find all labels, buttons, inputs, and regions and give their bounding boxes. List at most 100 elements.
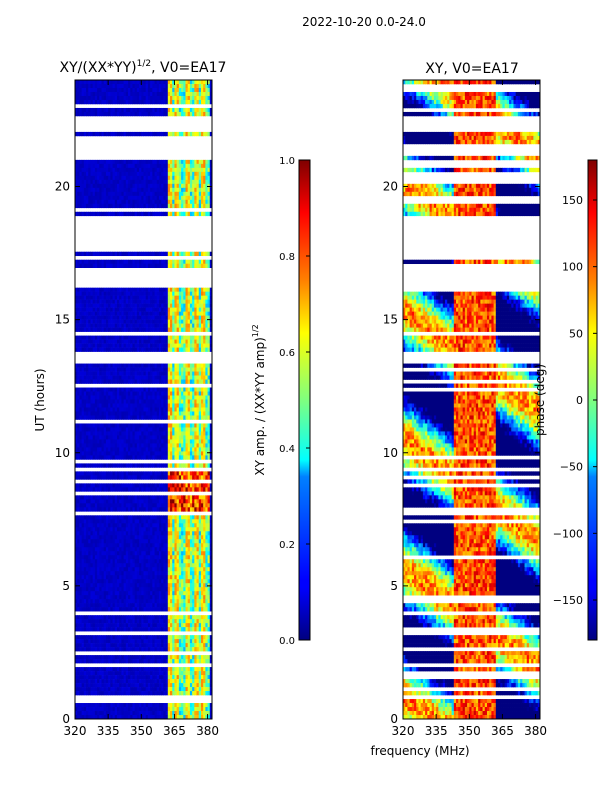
- heatmap-cell: [121, 91, 125, 97]
- heatmap-cell: [194, 131, 198, 137]
- heatmap-cell: [125, 171, 129, 177]
- heatmap-cell: [112, 531, 116, 536]
- heatmap-cell: [114, 311, 118, 316]
- heatmap-cell: [110, 387, 114, 392]
- heatmap-cell: [128, 327, 131, 332]
- heatmap-cell: [121, 399, 125, 404]
- heatmap-cell: [79, 519, 83, 524]
- heatmap-cell: [121, 95, 125, 101]
- heatmap-cell: [103, 167, 107, 173]
- heatmap-cell: [128, 195, 131, 201]
- heatmap-cell: [90, 335, 94, 340]
- heatmap-cell: [103, 323, 107, 328]
- heatmap-cell: [79, 83, 83, 89]
- heatmap-cell: [178, 483, 182, 488]
- heatmap-cell: [207, 483, 211, 488]
- heatmap-cell: [161, 515, 164, 520]
- heatmap-cell: [205, 179, 209, 185]
- heatmap-cell: [75, 403, 78, 408]
- heatmap-cell: [170, 199, 173, 205]
- heatmap-cell: [200, 167, 204, 173]
- heatmap-cell: [75, 439, 78, 444]
- heatmap-cell: [77, 371, 80, 376]
- heatmap-cell: [161, 379, 164, 384]
- heatmap-cell: [165, 483, 169, 488]
- heatmap-cell: [112, 111, 116, 117]
- heatmap-cell: [101, 183, 105, 189]
- heatmap-cell: [185, 107, 189, 113]
- heatmap-cell: [156, 523, 160, 528]
- heatmap-cell: [167, 263, 171, 269]
- heatmap-cell: [130, 335, 133, 340]
- heatmap-cell: [189, 395, 193, 400]
- heatmap-cell: [97, 175, 100, 181]
- heatmap-cell: [158, 427, 162, 432]
- heatmap-cell: [143, 543, 147, 548]
- heatmap-cell: [192, 347, 195, 352]
- heatmap-cell: [209, 323, 212, 328]
- heatmap-cell: [103, 163, 107, 169]
- heatmap-cell: [121, 291, 125, 296]
- heatmap-cell: [170, 387, 173, 392]
- heatmap-cell: [103, 395, 107, 400]
- heatmap-cell: [99, 503, 103, 508]
- heatmap-cell: [181, 83, 184, 89]
- heatmap-cell: [176, 463, 180, 468]
- heatmap-cell: [196, 347, 200, 352]
- heatmap-cell: [192, 379, 195, 384]
- heatmap-cell: [94, 535, 98, 540]
- heatmap-cell: [90, 80, 94, 85]
- heatmap-cell: [116, 107, 120, 113]
- heatmap-cell: [81, 447, 85, 452]
- heatmap-cell: [75, 415, 78, 420]
- heatmap-cell: [150, 179, 153, 185]
- heatmap-cell: [110, 483, 114, 488]
- heatmap-cell: [92, 211, 96, 217]
- heatmap-cell: [90, 343, 94, 348]
- heatmap-cell: [198, 443, 202, 448]
- heatmap-cell: [134, 371, 138, 376]
- heatmap-cell: [136, 519, 140, 524]
- heatmap-cell: [123, 80, 127, 85]
- heatmap-cell: [108, 91, 111, 97]
- heatmap-cell: [90, 311, 94, 316]
- heatmap-cell: [196, 543, 200, 548]
- heatmap-cell: [161, 263, 164, 269]
- heatmap-cell: [97, 399, 100, 404]
- heatmap-cell: [150, 327, 153, 332]
- heatmap-cell: [81, 475, 85, 480]
- heatmap-cell: [167, 367, 171, 372]
- heatmap-cell: [75, 387, 78, 392]
- heatmap-cell: [101, 551, 105, 556]
- heatmap-cell: [145, 287, 149, 292]
- heatmap-cell: [139, 407, 142, 412]
- heatmap-cell: [185, 535, 189, 540]
- heatmap-cell: [88, 431, 91, 436]
- heatmap-cell: [181, 395, 184, 400]
- heatmap-cell: [172, 515, 175, 520]
- heatmap-cell: [97, 95, 100, 101]
- heatmap-cell: [209, 295, 212, 300]
- heatmap-cell: [94, 387, 98, 392]
- heatmap-cell: [83, 91, 87, 97]
- heatmap-cell: [132, 303, 136, 308]
- heatmap-cell: [189, 83, 193, 89]
- heatmap-cell: [185, 159, 189, 165]
- heatmap-cell: [174, 415, 178, 420]
- heatmap-cell: [132, 195, 136, 201]
- heatmap-cell: [114, 343, 118, 348]
- heatmap-cell: [101, 95, 105, 101]
- heatmap-cell: [152, 539, 156, 544]
- heatmap-cell: [119, 171, 122, 177]
- heatmap-cell: [209, 315, 212, 320]
- heatmap-cell: [132, 471, 136, 476]
- heatmap-cell: [172, 167, 175, 173]
- heatmap-cell: [136, 363, 140, 368]
- heatmap-cell: [99, 403, 103, 408]
- heatmap-cell: [92, 315, 96, 320]
- heatmap-cell: [178, 203, 182, 209]
- heatmap-cell: [108, 435, 111, 440]
- heatmap-cell: [192, 387, 195, 392]
- heatmap-cell: [143, 187, 147, 193]
- heatmap-cell: [101, 411, 105, 416]
